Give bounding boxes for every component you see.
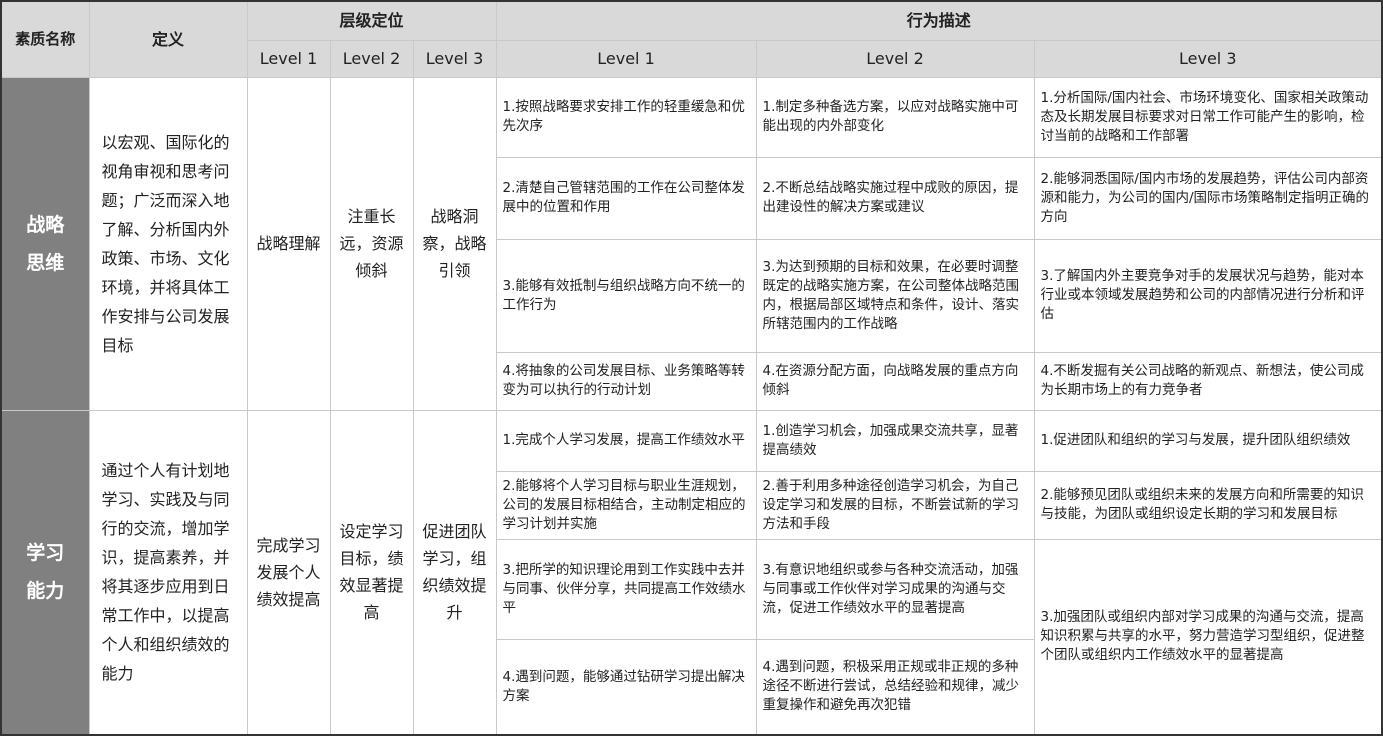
table-row: 2.能够将个人学习目标与职业生涯规划，公司的发展目标相结合，主动制定相应的学习计… [1, 470, 1383, 540]
behavior-level-2-item: 2.善于利用多种途径创造学习机会，为自己设定学习和发展的目标，不断尝试新的学习方… [755, 470, 1035, 540]
behavior-level-2-item: 1.制定多种备选方案，以应对战略实施中可能出现的内外部变化 [755, 76, 1035, 158]
competency-name: 战略思维 [26, 213, 65, 274]
behavior-level-3-item: 2.能够洞悉国际/国内市场的发展趋势，评估公司内部资源和能力，为公司的国内/国际… [1033, 156, 1383, 240]
behavior-level-3-item: 4.不断发掘有关公司战略的新观点、新想法，使公司成为长期市场上的有力竞争者 [1033, 351, 1383, 411]
table-row: 4.遇到问题，能够通过钻研学习提出解决方案 4.遇到问题，积极采用正规或非正规的多… [1, 638, 1382, 736]
behavior-level-2-item: 4.在资源分配方面，向战略发展的重点方向倾斜 [755, 351, 1035, 411]
header-position-level-3: Level 3 [412, 39, 497, 78]
table-row: 学习能力 通过个人有计划地学习、实践及与同行的交流，增加学识，提高素养，并将其逐步… [0, 409, 1383, 736]
competency-definition: 以宏观、国际化的视角审视和思考问题；广泛而深入地了解、分析国内外政策、市场、文化… [88, 76, 248, 411]
table-row: 战略思维 以宏观、国际化的视角审视和思考问题；广泛而深入地了解、分析国内外政策、市… [0, 76, 1383, 411]
level-positioning-1: 战略理解 [246, 76, 331, 411]
behavior-level-3-item: 1.促进团队和组织的学习与发展，提升团队组织绩效 [1033, 409, 1383, 472]
behavior-level-2-item: 1.创造学习机会，加强成果交流共享，显著提高绩效 [755, 409, 1035, 472]
header-behavior-description: 行为描述 [495, 0, 1383, 41]
behavior-level-2-item: 4.遇到问题，积极采用正规或非正规的多种途径不断进行尝试，总结经验和规律，减少重… [755, 638, 1035, 736]
header-level-positioning: 层级定位 [246, 0, 497, 41]
behavior-level-1-item: 1.按照战略要求安排工作的轻重缓急和优先次序 [495, 76, 757, 158]
level-positioning-2: 设定学习目标，绩效显著提高 [329, 409, 414, 736]
behavior-level-2-item: 3.为达到预期的目标和效果，在必要时调整既定的战略实施方案，在公司整体战略范围内… [755, 238, 1035, 353]
competency-name: 学习能力 [26, 542, 65, 603]
behavior-level-1-item: 4.将抽象的公司发展目标、业务策略等转变为可以执行的行动计划 [495, 351, 757, 411]
behavior-level-1-item: 2.清楚自己管辖范围的工作在公司整体发展中的位置和作用 [495, 156, 757, 240]
behavior-level-3-item: 3.加强团队或组织内部对学习成果的沟通与交流，提高知识积累与共享的水平，努力营造… [1033, 538, 1383, 736]
header-competency: 素质名称 [0, 0, 90, 78]
behavior-level-3-item: 1.分析国际/国内社会、市场环境变化、国家相关政策动态及长期发展目标要求对日常工… [1033, 76, 1383, 158]
header-behavior-level-2: Level 2 [755, 39, 1035, 78]
competency-cell: 战略思维 [0, 76, 90, 411]
level-positioning-3: 战略洞察，战略引领 [412, 76, 497, 411]
competency-definition: 通过个人有计划地学习、实践及与同行的交流，增加学识，提高素养，并将其逐步应用到日… [88, 409, 248, 736]
table-row: 4.将抽象的公司发展目标、业务策略等转变为可以执行的行动计划 4.在资源分配方面，… [1, 351, 1383, 411]
behavior-level-2-item: 3.有意识地组织或参与各种交流活动，加强与同事或工作伙伴对学习成果的沟通与交流，… [755, 538, 1035, 640]
table-row: 3.把所学的知识理论用到工作实践中去并与同事、伙伴分享，共同提高工作效绩水平 3.… [1, 538, 1383, 736]
competency-cell: 学习能力 [0, 409, 90, 736]
level-positioning-3: 促进团队学习，组织绩效提升 [412, 409, 497, 736]
behavior-level-3-item: 3.了解国内外主要竞争对手的发展状况与趋势，能对本行业或本领域发展趋势和公司的内… [1033, 238, 1383, 353]
table-row: 2.清楚自己管辖范围的工作在公司整体发展中的位置和作用 2.不断总结战略实施过程中… [1, 156, 1383, 240]
header-position-level-1: Level 1 [246, 39, 331, 78]
header-behavior-level-3: Level 3 [1033, 39, 1383, 78]
behavior-level-1-item: 1.完成个人学习发展，提高工作绩效水平 [495, 409, 757, 472]
level-positioning-1: 完成学习发展个人绩效提高 [246, 409, 331, 736]
header-definition: 定义 [88, 0, 248, 78]
table-body: 战略思维 以宏观、国际化的视角审视和思考问题；广泛而深入地了解、分析国内外政策、市… [0, 76, 1383, 736]
level-positioning-2: 注重长远，资源倾斜 [329, 76, 414, 411]
behavior-level-1-item: 2.能够将个人学习目标与职业生涯规划，公司的发展目标相结合，主动制定相应的学习计… [495, 470, 757, 540]
header-position-level-2: Level 2 [329, 39, 414, 78]
behavior-level-1-item: 4.遇到问题，能够通过钻研学习提出解决方案 [495, 638, 757, 736]
behavior-level-1-item: 3.把所学的知识理论用到工作实践中去并与同事、伙伴分享，共同提高工作效绩水平 [495, 538, 757, 640]
table-row: 3.能够有效抵制与组织战略方向不统一的工作行为 3.为达到预期的目标和效果，在必要… [1, 238, 1383, 353]
behavior-level-3-item: 2.能够预见团队或组织未来的发展方向和所需要的知识与技能，为团队或组织设定长期的… [1033, 470, 1383, 540]
behavior-level-2-item: 2.不断总结战略实施过程中成败的原因，提出建设性的解决方案或建议 [755, 156, 1035, 240]
header-behavior-level-1: Level 1 [495, 39, 757, 78]
behavior-level-1-item: 3.能够有效抵制与组织战略方向不统一的工作行为 [495, 238, 757, 353]
